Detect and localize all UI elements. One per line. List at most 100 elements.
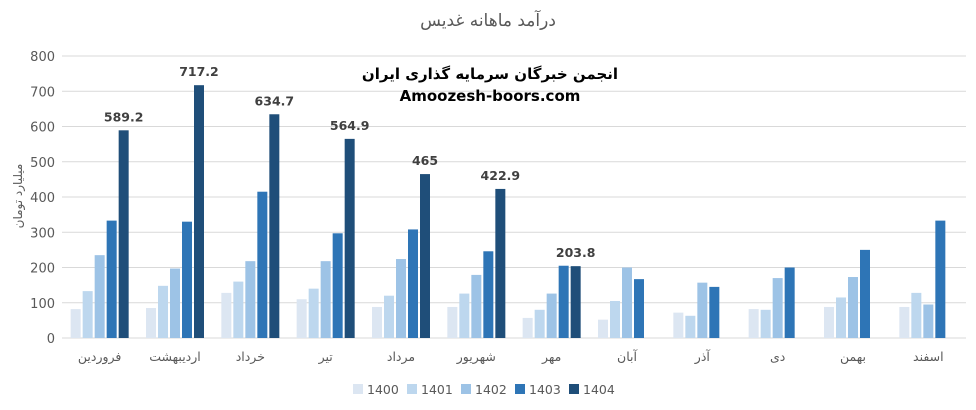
legend-swatch [515, 384, 525, 394]
y-tick-label: 0 [47, 332, 55, 347]
bar [408, 229, 418, 338]
bar [824, 306, 834, 338]
data-label: 422.9 [481, 168, 521, 183]
x-axis-categories: فروردین اردیبهشت خرداد تیر مرداد شهریور مهر آبا… [78, 349, 944, 365]
bar [372, 306, 382, 338]
bar [170, 268, 180, 338]
x-category-label: فروردین [78, 349, 122, 365]
y-axis-label: میلیارد تومان [11, 164, 26, 229]
data-label: 634.7 [255, 93, 295, 108]
bar [194, 85, 204, 338]
bar [118, 130, 129, 338]
data-label: 589.2 [104, 109, 144, 124]
legend-label: 1402 [475, 382, 507, 397]
bar [420, 174, 430, 338]
bar [158, 285, 168, 338]
bar [146, 308, 156, 338]
bar [836, 297, 846, 338]
legend-label: 1403 [529, 382, 561, 397]
legend: 1400 1401 1402 1403 1404 [353, 382, 615, 397]
bar [269, 114, 280, 338]
y-tick-label: 600 [30, 121, 55, 136]
bar [344, 138, 355, 338]
bar [935, 220, 946, 338]
x-category-label: تیر [318, 349, 334, 365]
watermark-line1: انجمن خبرگان سرمایه گذاری ایران [362, 65, 618, 83]
bar [70, 309, 81, 338]
y-tick-label: 300 [30, 226, 55, 241]
bar [709, 286, 720, 338]
y-tick-label: 100 [30, 297, 55, 312]
bar [94, 255, 105, 338]
bar [546, 293, 557, 338]
x-category-label: مهر [541, 349, 561, 365]
bar [923, 304, 934, 338]
bar [748, 309, 759, 338]
bar [384, 295, 394, 338]
bar [634, 279, 644, 338]
bar [911, 292, 922, 338]
bar [233, 281, 244, 338]
bar [522, 317, 533, 338]
bar [320, 261, 331, 338]
x-category-label: شهریور [456, 349, 496, 365]
bar [182, 221, 192, 338]
bar [332, 233, 343, 338]
gridlines [62, 55, 966, 339]
x-category-label: بهمن [840, 349, 866, 365]
bar [673, 312, 684, 338]
bar [471, 274, 482, 338]
y-tick-label: 700 [30, 85, 55, 100]
bar [308, 288, 319, 338]
bar [570, 266, 581, 338]
y-tick-label: 400 [30, 191, 55, 206]
x-category-label: خرداد [236, 349, 265, 365]
x-category-label: اردیبهشت [149, 349, 201, 365]
bar [221, 292, 232, 338]
legend-label: 1401 [421, 382, 453, 397]
bar [245, 261, 256, 338]
bar [760, 309, 771, 338]
bar [558, 265, 569, 338]
legend-swatch [407, 384, 417, 394]
x-category-label: دی [770, 349, 785, 364]
bar [697, 282, 708, 338]
bar [82, 291, 93, 338]
bar [899, 306, 910, 338]
data-label: 465 [412, 153, 438, 168]
x-category-label: مرداد [387, 349, 415, 365]
data-label: 203.8 [556, 245, 596, 260]
y-axis-ticks: 0 100 200 300 400 500 600 700 800 [30, 50, 55, 347]
bar [772, 278, 783, 338]
legend-swatch [461, 384, 471, 394]
bar [685, 315, 696, 338]
watermark-line2: Amoozesh-boors.com [400, 87, 581, 105]
bar [598, 319, 608, 338]
y-tick-label: 500 [30, 156, 55, 171]
data-label: 717.2 [179, 64, 219, 79]
bar [459, 293, 470, 338]
bar [848, 277, 858, 338]
x-category-label: آبان [617, 349, 637, 364]
legend-swatch [569, 384, 579, 394]
data-labels: 589.2 717.2 634.7 564.9 465 422.9 203.8 [104, 64, 596, 260]
bar [495, 188, 506, 338]
y-tick-label: 800 [30, 50, 55, 65]
bar [784, 267, 795, 338]
bar [860, 249, 870, 338]
bar [257, 191, 268, 338]
bar [483, 251, 494, 338]
x-category-label: آذر [694, 349, 711, 365]
data-label: 564.9 [330, 118, 370, 133]
bar [296, 299, 307, 338]
legend-label: 1404 [583, 382, 615, 397]
bars [70, 85, 946, 338]
bar [534, 309, 545, 338]
bar [447, 306, 458, 338]
y-tick-label: 200 [30, 262, 55, 277]
bar [610, 300, 620, 338]
bar [106, 220, 117, 338]
bar [622, 267, 632, 338]
chart-title: درآمد ماهانه غدیس [420, 9, 556, 31]
